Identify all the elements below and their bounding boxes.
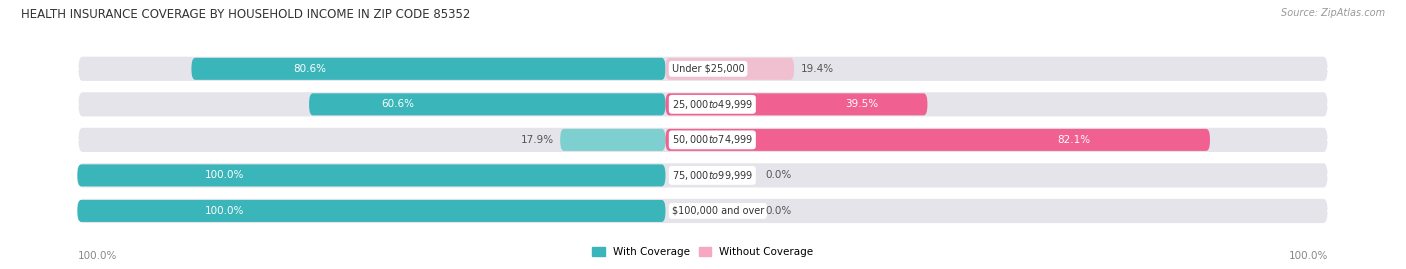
- Text: $75,000 to $99,999: $75,000 to $99,999: [672, 169, 754, 182]
- Text: 100.0%: 100.0%: [77, 251, 117, 261]
- Text: $50,000 to $74,999: $50,000 to $74,999: [672, 133, 754, 146]
- FancyBboxPatch shape: [665, 58, 794, 80]
- Text: 82.1%: 82.1%: [1057, 135, 1091, 145]
- FancyBboxPatch shape: [77, 164, 665, 186]
- Text: 39.5%: 39.5%: [845, 99, 879, 109]
- Text: $100,000 and over: $100,000 and over: [672, 206, 763, 216]
- Text: 80.6%: 80.6%: [294, 64, 326, 74]
- Text: 100.0%: 100.0%: [1289, 251, 1329, 261]
- Text: 0.0%: 0.0%: [766, 206, 792, 216]
- Text: 100.0%: 100.0%: [205, 170, 245, 180]
- FancyBboxPatch shape: [77, 91, 1329, 118]
- FancyBboxPatch shape: [560, 129, 665, 151]
- Text: Source: ZipAtlas.com: Source: ZipAtlas.com: [1281, 8, 1385, 18]
- FancyBboxPatch shape: [665, 129, 1211, 151]
- FancyBboxPatch shape: [665, 93, 928, 115]
- Text: $25,000 to $49,999: $25,000 to $49,999: [672, 98, 754, 111]
- Text: Under $25,000: Under $25,000: [672, 64, 744, 74]
- Legend: With Coverage, Without Coverage: With Coverage, Without Coverage: [588, 243, 818, 261]
- Text: 60.6%: 60.6%: [381, 99, 415, 109]
- Text: 19.4%: 19.4%: [800, 64, 834, 74]
- Text: 100.0%: 100.0%: [205, 206, 245, 216]
- FancyBboxPatch shape: [191, 58, 665, 80]
- FancyBboxPatch shape: [77, 200, 665, 222]
- FancyBboxPatch shape: [77, 162, 1329, 189]
- FancyBboxPatch shape: [77, 56, 1329, 82]
- Text: HEALTH INSURANCE COVERAGE BY HOUSEHOLD INCOME IN ZIP CODE 85352: HEALTH INSURANCE COVERAGE BY HOUSEHOLD I…: [21, 8, 471, 21]
- FancyBboxPatch shape: [77, 127, 1329, 153]
- FancyBboxPatch shape: [77, 198, 1329, 224]
- Text: 17.9%: 17.9%: [520, 135, 554, 145]
- FancyBboxPatch shape: [309, 93, 665, 115]
- Text: 0.0%: 0.0%: [766, 170, 792, 180]
